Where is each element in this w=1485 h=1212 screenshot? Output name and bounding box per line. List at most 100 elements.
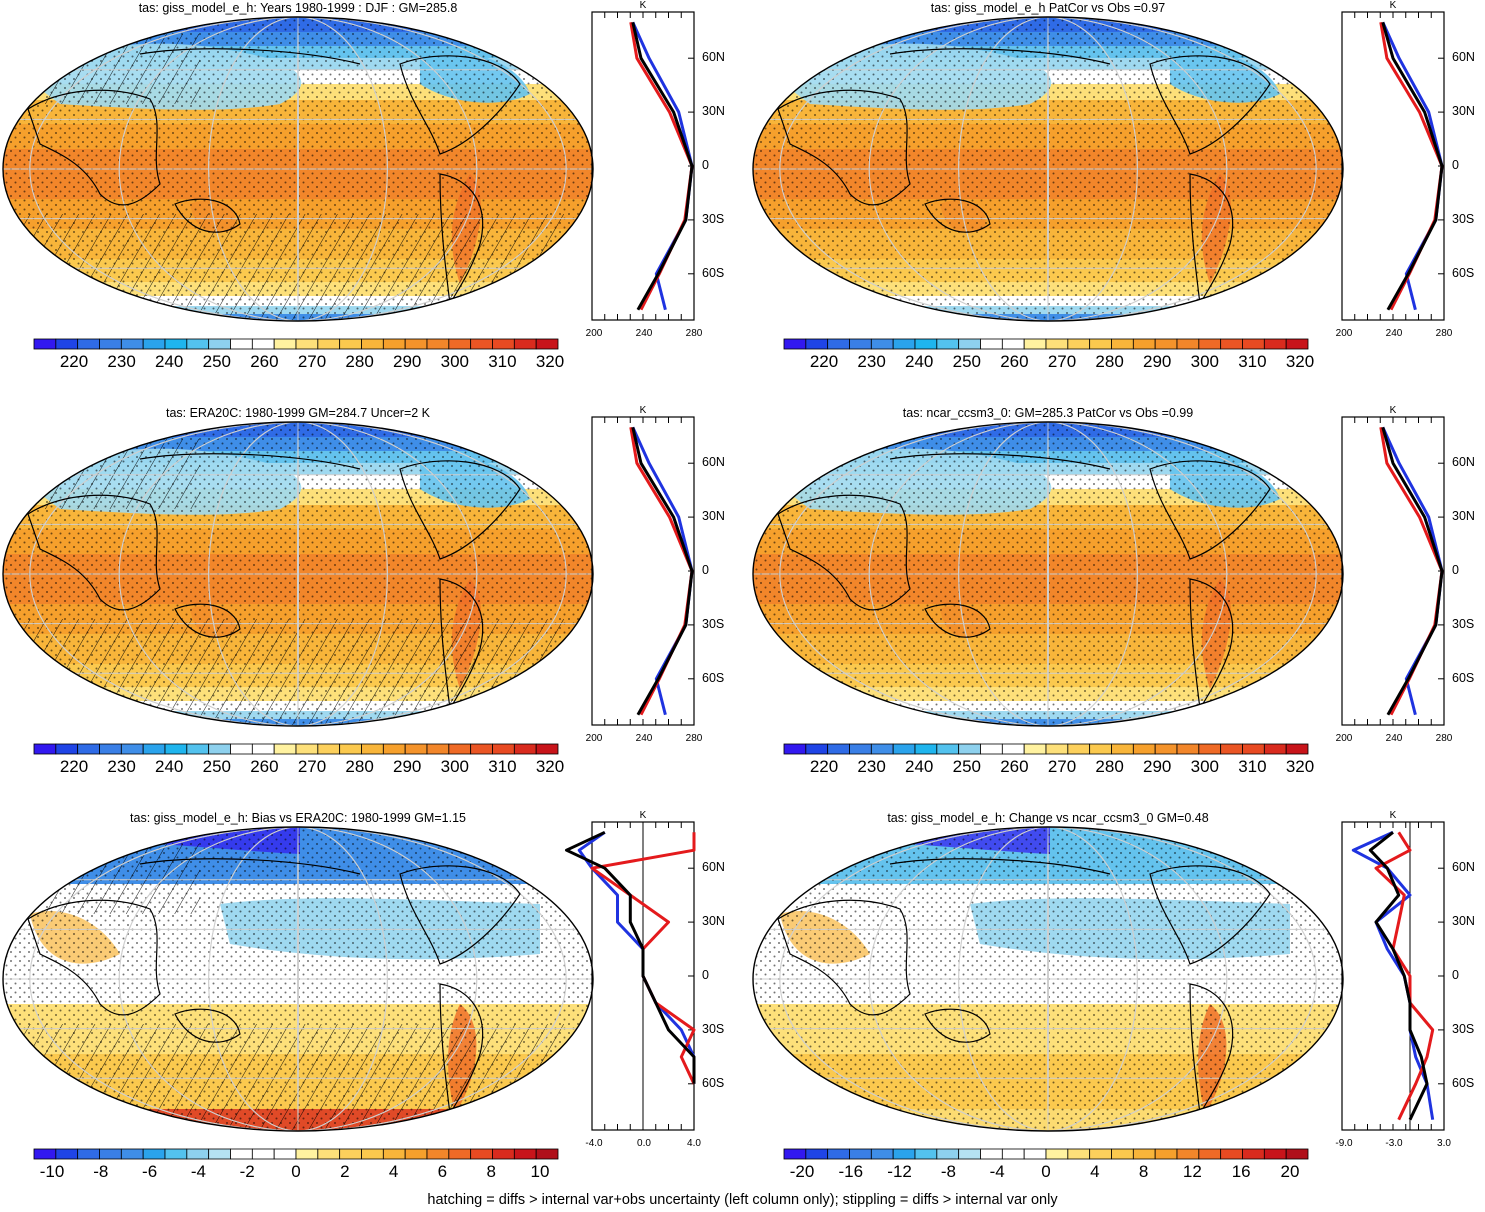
zonal-lat-label: 30N — [702, 914, 725, 929]
coastline — [1189, 173, 1234, 307]
colorbar-label: 220 — [809, 757, 839, 776]
colorbar-swatch — [492, 743, 515, 755]
zonal-lat-label: 30S — [702, 1021, 725, 1036]
colorbar-swatch — [1067, 338, 1091, 350]
colorbar-label: 230 — [857, 757, 886, 776]
zonal-x-tick: 200 — [585, 328, 603, 339]
colorbar-swatch — [142, 743, 166, 755]
colorbar-swatch — [55, 338, 79, 350]
zonal-x-tick: 200 — [585, 733, 603, 744]
zonal-lat-label: 0 — [1452, 563, 1459, 577]
colorbar-swatch — [1263, 743, 1287, 755]
colorbar-label: 0 — [1041, 1162, 1051, 1181]
coastline — [924, 603, 991, 638]
colorbar-label: 280 — [345, 352, 374, 371]
zonal-lat-label: 60S — [1452, 1075, 1475, 1090]
zonal-x-tick: -9.0 — [1335, 1138, 1353, 1149]
colorbar-swatch — [230, 1148, 253, 1160]
colorbar-label: 220 — [59, 352, 89, 371]
colorbar-swatch — [513, 338, 537, 350]
colorbar-swatch — [164, 743, 188, 755]
zonal-mean-plot — [1341, 416, 1445, 726]
colorbar-swatch — [1263, 1148, 1287, 1160]
colorbar-label: 250 — [202, 352, 231, 371]
colorbar-swatch — [426, 1148, 450, 1160]
coastline — [399, 55, 521, 155]
colorbar-label: 310 — [1238, 757, 1267, 776]
zonal-unit: K — [639, 810, 647, 821]
coastline — [174, 603, 241, 638]
colorbar-swatch — [77, 338, 100, 350]
zonal-series-model — [1381, 426, 1444, 716]
colorbar-swatch — [827, 1148, 850, 1160]
colorbar-label: -4 — [190, 1162, 206, 1181]
colorbar-label: 300 — [440, 757, 469, 776]
colorbar-swatch — [470, 1148, 493, 1160]
robinson-map — [2, 826, 594, 1132]
coastline — [777, 89, 911, 206]
zonal-series-model — [631, 21, 694, 311]
colorbar-swatch — [1220, 1148, 1243, 1160]
zonal-lat-label: 60N — [702, 50, 725, 65]
colorbar-swatch — [1198, 1148, 1222, 1160]
panel-title: tas: giss_model_e_h: Change vs ncar_ccsm… — [887, 811, 1209, 825]
map-panel: tas: giss_model_e_h: Years 1980-1999 : D… — [0, 0, 740, 400]
map-panel: tas: giss_model_e_h PatCor vs Obs =0.97 2… — [750, 0, 1485, 400]
colorbar-swatch — [361, 1148, 384, 1160]
colorbar-swatch — [870, 338, 894, 350]
colorbar-swatch — [208, 338, 231, 350]
colorbar-swatch — [382, 338, 406, 350]
colorbar-swatch — [892, 743, 916, 755]
colorbar-label: -4 — [989, 1162, 1005, 1181]
zonal-x-tick: 3.0 — [1437, 1138, 1451, 1149]
colorbar-swatch — [1220, 743, 1243, 755]
coastline — [1189, 578, 1234, 712]
colorbar-swatch — [980, 1148, 1003, 1160]
colorbar-swatch — [33, 743, 57, 755]
colorbar-label: 270 — [1047, 352, 1077, 371]
colorbar-swatch — [142, 338, 166, 350]
colorbar-swatch — [892, 1148, 916, 1160]
zonal-lat-label: 30S — [1452, 616, 1475, 631]
coastline — [1189, 983, 1234, 1117]
colorbar-label: 4 — [388, 1162, 399, 1181]
zonal-series-model — [1368, 831, 1429, 1121]
zonal-x-tick: -4.0 — [585, 1138, 603, 1149]
colorbar-swatch — [1001, 743, 1025, 755]
colorbar-label: 270 — [297, 352, 327, 371]
zonal-lat-label: 60S — [702, 1075, 725, 1090]
colorbar-swatch — [1176, 743, 1200, 755]
colorbar-label: 20 — [1280, 1162, 1300, 1181]
robinson-map — [752, 421, 1344, 727]
zonal-series-obs_b — [1351, 830, 1435, 1120]
colorbar-swatch — [295, 1148, 319, 1160]
coastline — [439, 173, 484, 307]
colorbar-swatch — [849, 743, 872, 755]
colorbar-label: 320 — [1285, 757, 1315, 776]
colorbar-swatch — [958, 743, 981, 755]
colorbar-swatch — [230, 743, 253, 755]
zonal-lat-label: 0 — [702, 563, 709, 577]
colorbar-label: 220 — [59, 757, 89, 776]
colorbar-swatch — [783, 743, 807, 755]
robinson-map — [2, 421, 594, 727]
colorbar-label: 240 — [905, 757, 934, 776]
coastline — [924, 1008, 991, 1043]
colorbar-swatch — [77, 743, 100, 755]
zonal-mean-plot — [1341, 821, 1445, 1131]
colorbar-label: 260 — [250, 757, 279, 776]
colorbar-swatch — [120, 338, 144, 350]
zonal-unit: K — [1389, 0, 1397, 11]
colorbar-label: 230 — [107, 352, 136, 371]
colorbar-swatch — [1023, 743, 1047, 755]
colorbar-swatch — [426, 338, 450, 350]
zonal-lat-label: 30S — [702, 211, 725, 226]
colorbar — [33, 1148, 559, 1160]
colorbar-swatch — [827, 743, 850, 755]
colorbar-label: 300 — [440, 352, 469, 371]
zonal-x-tick: 200 — [1335, 733, 1353, 744]
map-outline — [752, 421, 1344, 727]
colorbar-swatch — [273, 1148, 297, 1160]
colorbar-swatch — [783, 338, 807, 350]
colorbar-swatch — [251, 1148, 275, 1160]
